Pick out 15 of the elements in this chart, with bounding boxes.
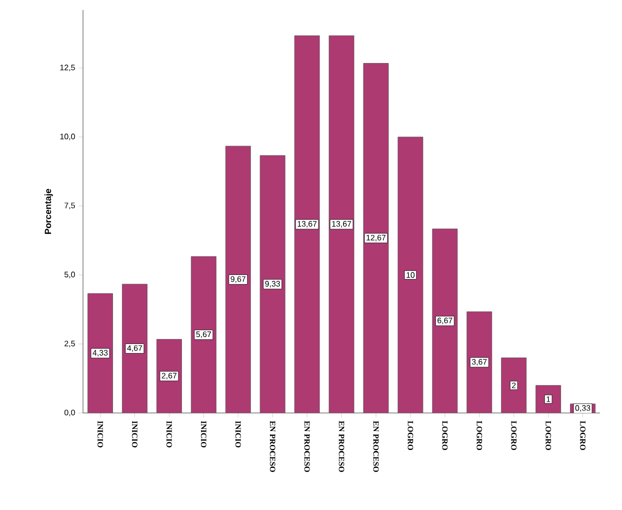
bar (398, 136, 424, 413)
bar (328, 35, 354, 413)
bar (536, 385, 562, 413)
bar (501, 358, 527, 413)
bar (190, 256, 216, 413)
bar (466, 311, 492, 413)
y-axis-title: Porcentaje (44, 188, 53, 234)
bar (432, 228, 458, 413)
bar (294, 35, 320, 413)
bar (225, 146, 251, 413)
bar (363, 63, 389, 413)
bar (122, 284, 148, 413)
bar (88, 293, 113, 413)
bar (156, 339, 182, 413)
bar (260, 155, 286, 413)
